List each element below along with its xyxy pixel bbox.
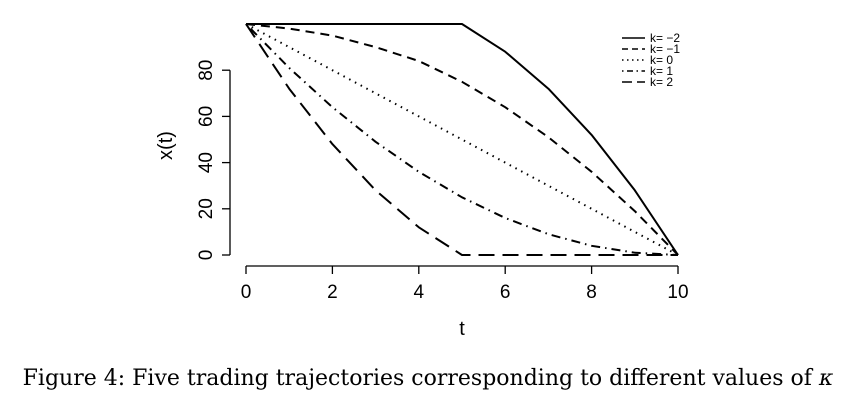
x-tick-label: 8 [586,282,597,303]
y-tick-label: 0 [196,250,217,261]
series-line-3 [245,23,679,256]
chart-axes: 0 2 4 6 8 10 t 0 20 40 60 80 x(t) [155,60,689,340]
x-tick-label: 0 [241,282,252,303]
legend-label-2: k= −1 [650,42,680,56]
trajectory-chart: 0 2 4 6 8 10 t 0 20 40 60 80 x(t) k= −2k= −1k= 0k= 1… [155,23,689,340]
figure-caption: Figure 4: Five trading trajectories corr… [0,366,856,391]
y-axis-label: x(t) [155,131,177,160]
legend-label-3: k= 0 [650,53,673,67]
legend-label-4: k= 1 [650,64,673,78]
chart-series [245,23,679,256]
series-line-1 [246,23,679,256]
series-line-4 [245,23,679,256]
chart-legend: k= −2k= −1k= 0k= 1k= 2 [622,31,680,89]
x-axis-label: t [459,318,465,340]
y-tick-label: 20 [196,198,217,219]
x-tick-label: 10 [667,282,688,303]
y-tick-label: 40 [196,152,217,173]
caption-text: Figure 4: Five trading trajectories corr… [22,366,819,391]
x-tick-label: 2 [327,282,338,303]
series-line-5 [245,23,678,256]
legend-label-1: k= −2 [650,31,680,45]
legend-label-5: k= 2 [650,75,673,89]
x-tick-label: 6 [500,282,511,303]
y-tick-label: 80 [196,60,217,81]
y-tick-label: 60 [196,106,217,127]
caption-symbol: κ [818,366,834,391]
x-tick-label: 4 [414,282,425,303]
series-line-2 [245,23,679,256]
